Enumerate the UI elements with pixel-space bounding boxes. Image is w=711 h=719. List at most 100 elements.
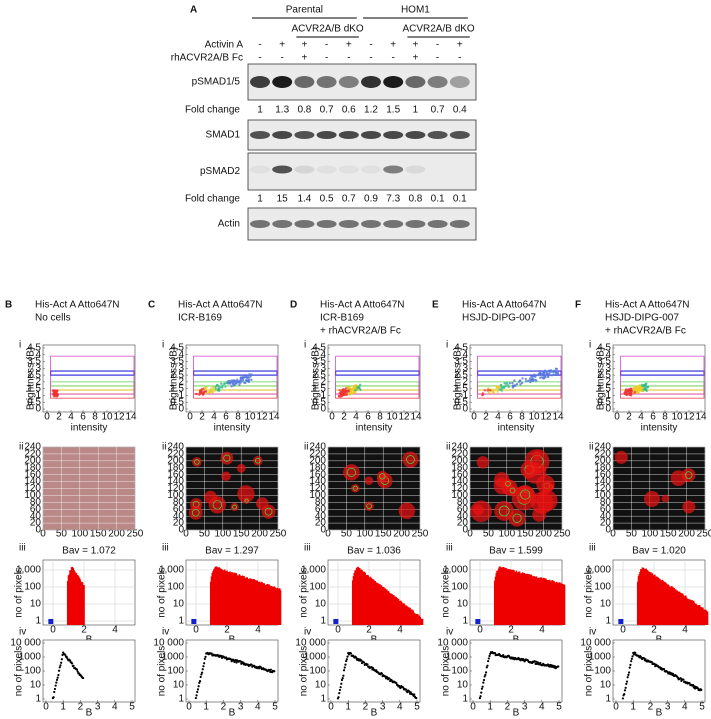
curve-point xyxy=(198,679,202,683)
cell-signal xyxy=(507,485,518,496)
sub-label: i xyxy=(589,340,591,351)
curve-point xyxy=(342,674,345,677)
band xyxy=(250,131,270,139)
plot-frame xyxy=(327,344,421,413)
density-point xyxy=(524,377,527,381)
density-point xyxy=(250,378,253,382)
tick-label: 4 xyxy=(255,702,261,713)
tick-label: 1 xyxy=(487,702,493,713)
sub-label: iv xyxy=(446,627,453,638)
density-point xyxy=(539,371,542,375)
curve-point xyxy=(413,693,416,696)
density-point xyxy=(211,386,215,389)
hist-marker xyxy=(618,619,624,624)
tick-label: 50 xyxy=(199,529,211,540)
tick-label: 0 xyxy=(335,625,341,636)
cell-signal xyxy=(212,500,223,510)
tick-label: 1,000 xyxy=(301,565,326,576)
cell-signal xyxy=(398,502,416,520)
tick-label: 3.5 xyxy=(27,356,41,367)
tick-label: 80 xyxy=(457,497,469,508)
band xyxy=(294,220,315,228)
cell-signal xyxy=(532,450,542,461)
axis-label: Brightness (B) xyxy=(596,347,607,410)
tick-label: 10 000 xyxy=(153,638,184,649)
tick-label: 240 xyxy=(594,442,611,453)
plot-frame xyxy=(185,639,279,703)
curve-point xyxy=(493,652,497,655)
curve-point xyxy=(362,661,366,664)
tick-label: 200 xyxy=(108,529,125,540)
tick-label: 2 xyxy=(341,412,347,423)
cell-signal xyxy=(343,464,360,481)
tick-label: 200 xyxy=(535,529,552,540)
axis-label: B xyxy=(371,708,378,719)
sub-label: iii xyxy=(19,543,26,554)
curve-point xyxy=(349,652,353,655)
curve-point xyxy=(341,677,344,680)
curve-point xyxy=(402,686,405,689)
sign: - xyxy=(258,40,261,51)
cell-signal xyxy=(364,501,374,511)
curve-point xyxy=(75,668,79,671)
tick-label: 2 xyxy=(78,702,84,713)
density-point xyxy=(556,371,559,375)
tick-label: 4 xyxy=(682,702,688,713)
density-point xyxy=(630,387,633,391)
density-point xyxy=(56,394,59,398)
panel-letter: D xyxy=(290,300,297,311)
density-point xyxy=(224,385,227,388)
tick-label: 4 xyxy=(211,412,217,423)
tick-label: 200 xyxy=(594,455,611,466)
tick-label: 120 xyxy=(594,483,611,494)
tick-label: 0 xyxy=(471,412,477,423)
tick-label: 120 xyxy=(167,483,184,494)
curve-point xyxy=(57,669,61,672)
band xyxy=(316,165,337,174)
tick-label: 4 xyxy=(255,625,261,636)
density-point xyxy=(209,387,213,391)
density-point xyxy=(644,383,647,387)
curve-point xyxy=(488,654,491,658)
density-point xyxy=(54,390,57,394)
bav-label: Bav = 1.020 xyxy=(632,546,686,557)
sub-label: ii xyxy=(19,442,23,453)
curve-point xyxy=(480,691,483,694)
tick-label: 1 xyxy=(345,702,351,713)
hist-marker xyxy=(333,619,339,624)
tick-label: 1000 xyxy=(589,652,612,663)
band xyxy=(449,131,470,139)
tick-label: 0.5 xyxy=(454,397,468,408)
density-point xyxy=(198,389,202,393)
group-label: HOM1 xyxy=(401,5,430,16)
density-point xyxy=(211,390,214,393)
tick-label: 2 xyxy=(626,412,632,423)
tick-label: 140 xyxy=(309,476,326,487)
density-point xyxy=(555,367,558,371)
curve-point xyxy=(625,682,628,686)
tick-label: 4 xyxy=(320,349,326,360)
panel-title: ICR-B169 xyxy=(320,313,364,324)
tick-label: 3 xyxy=(35,363,41,374)
density-point xyxy=(547,369,551,372)
band xyxy=(294,165,315,174)
tick-label: 3 xyxy=(665,702,671,713)
tick-label: 2 xyxy=(483,412,489,423)
tick-label: 3 xyxy=(522,702,528,713)
density-point xyxy=(219,382,223,385)
tick-label: 10 xyxy=(600,680,612,691)
tick-label: 100 xyxy=(167,490,184,501)
axis-label: B xyxy=(86,708,93,719)
hist-marker xyxy=(48,619,54,624)
tick-label: 14 xyxy=(552,412,564,423)
sub-label: i xyxy=(162,340,164,351)
density-point xyxy=(487,391,491,394)
density-point xyxy=(553,369,557,373)
cell-signal xyxy=(223,454,231,462)
density-point xyxy=(496,390,499,393)
tick-label: 10 000 xyxy=(10,638,41,649)
band xyxy=(250,165,270,174)
tick-label: 20 xyxy=(173,518,185,529)
tick-label: 4 xyxy=(397,702,403,713)
sign: - xyxy=(281,53,284,64)
